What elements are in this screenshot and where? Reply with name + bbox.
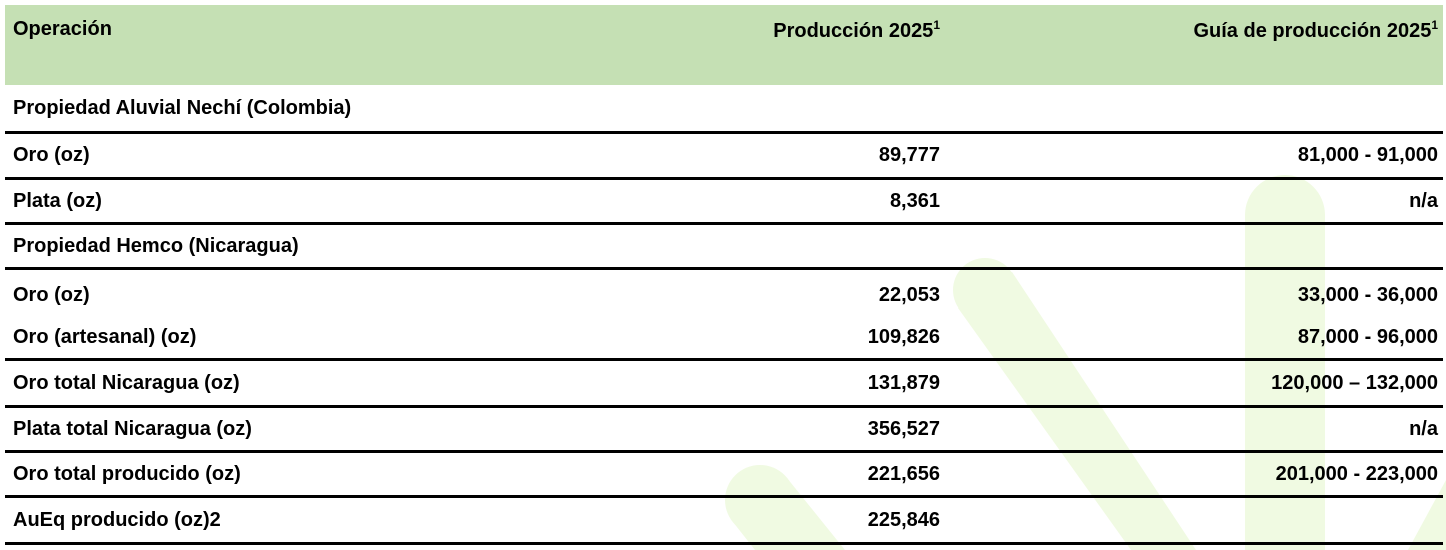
row-label: Oro (oz) (13, 283, 90, 306)
production-value: 109,826 (867, 326, 940, 348)
guidance-value: 201,000 - 223,000 (1275, 462, 1438, 485)
row-label: Oro (artesanal) (oz) (13, 326, 197, 348)
header-production: Producción 20251 (773, 18, 940, 42)
table-row: Oro (oz) 22,053 33,000 - 36,000 (5, 270, 1443, 320)
guidance-value: 87,000 - 96,000 (1297, 326, 1438, 348)
guidance-value: 33,000 - 36,000 (1297, 283, 1438, 306)
guidance-value: 81,000 - 91,000 (1297, 144, 1438, 166)
row-label: Plata total Nicaragua (oz) (13, 417, 252, 440)
table-row: AuEq producido (oz)2 225,846 (5, 498, 1443, 545)
table-header: Operación Producción 20251 Guía de produ… (5, 5, 1443, 85)
guidance-value: n/a (1409, 417, 1438, 440)
production-value: 131,879 (867, 371, 940, 394)
row-label: Propiedad Hemco (Nicaragua) (13, 234, 299, 257)
row-label: Oro total Nicaragua (oz) (13, 371, 240, 394)
row-label: AuEq producido (oz)2 (13, 508, 221, 531)
table-row: Oro total producido (oz) 221,656 201,000 -… (5, 453, 1443, 498)
guidance-value: 120,000 – 132,000 (1271, 371, 1438, 394)
table-row: Plata (oz) 8,361 n/a (5, 180, 1443, 225)
production-value: 22,053 (878, 283, 940, 306)
guidance-value: n/a (1409, 189, 1438, 212)
header-operation: Operación (13, 18, 112, 40)
section-row-hemco: Propiedad Hemco (Nicaragua) (5, 225, 1443, 270)
production-value: 225,846 (867, 508, 940, 531)
production-value: 8,361 (889, 189, 940, 212)
production-value: 356,527 (867, 417, 940, 440)
production-value: 221,656 (867, 462, 940, 485)
row-label: Oro total producido (oz) (13, 462, 241, 485)
table-row: Oro total Nicaragua (oz) 131,879 120,000 –… (5, 361, 1443, 408)
table-row: Oro (oz) 89,777 81,000 - 91,000 (5, 134, 1443, 180)
table-row: Oro (artesanal) (oz) 109,826 87,000 - 96,0… (5, 317, 1443, 361)
row-label: Propiedad Aluvial Nechí (Colombia) (13, 96, 352, 119)
header-guidance: Guía de producción 20251 (1193, 18, 1438, 42)
watermark-stroke (1245, 215, 1325, 550)
table-row: Plata total Nicaragua (oz) 356,527 n/a (5, 408, 1443, 453)
watermark-stroke (733, 478, 845, 550)
row-label: Plata (oz) (13, 189, 102, 212)
production-value: 89,777 (878, 144, 940, 166)
section-row-nechi: Propiedad Aluvial Nechí (Colombia) (5, 85, 1443, 134)
watermark-stroke (958, 272, 1196, 550)
row-label: Oro (oz) (13, 144, 90, 166)
